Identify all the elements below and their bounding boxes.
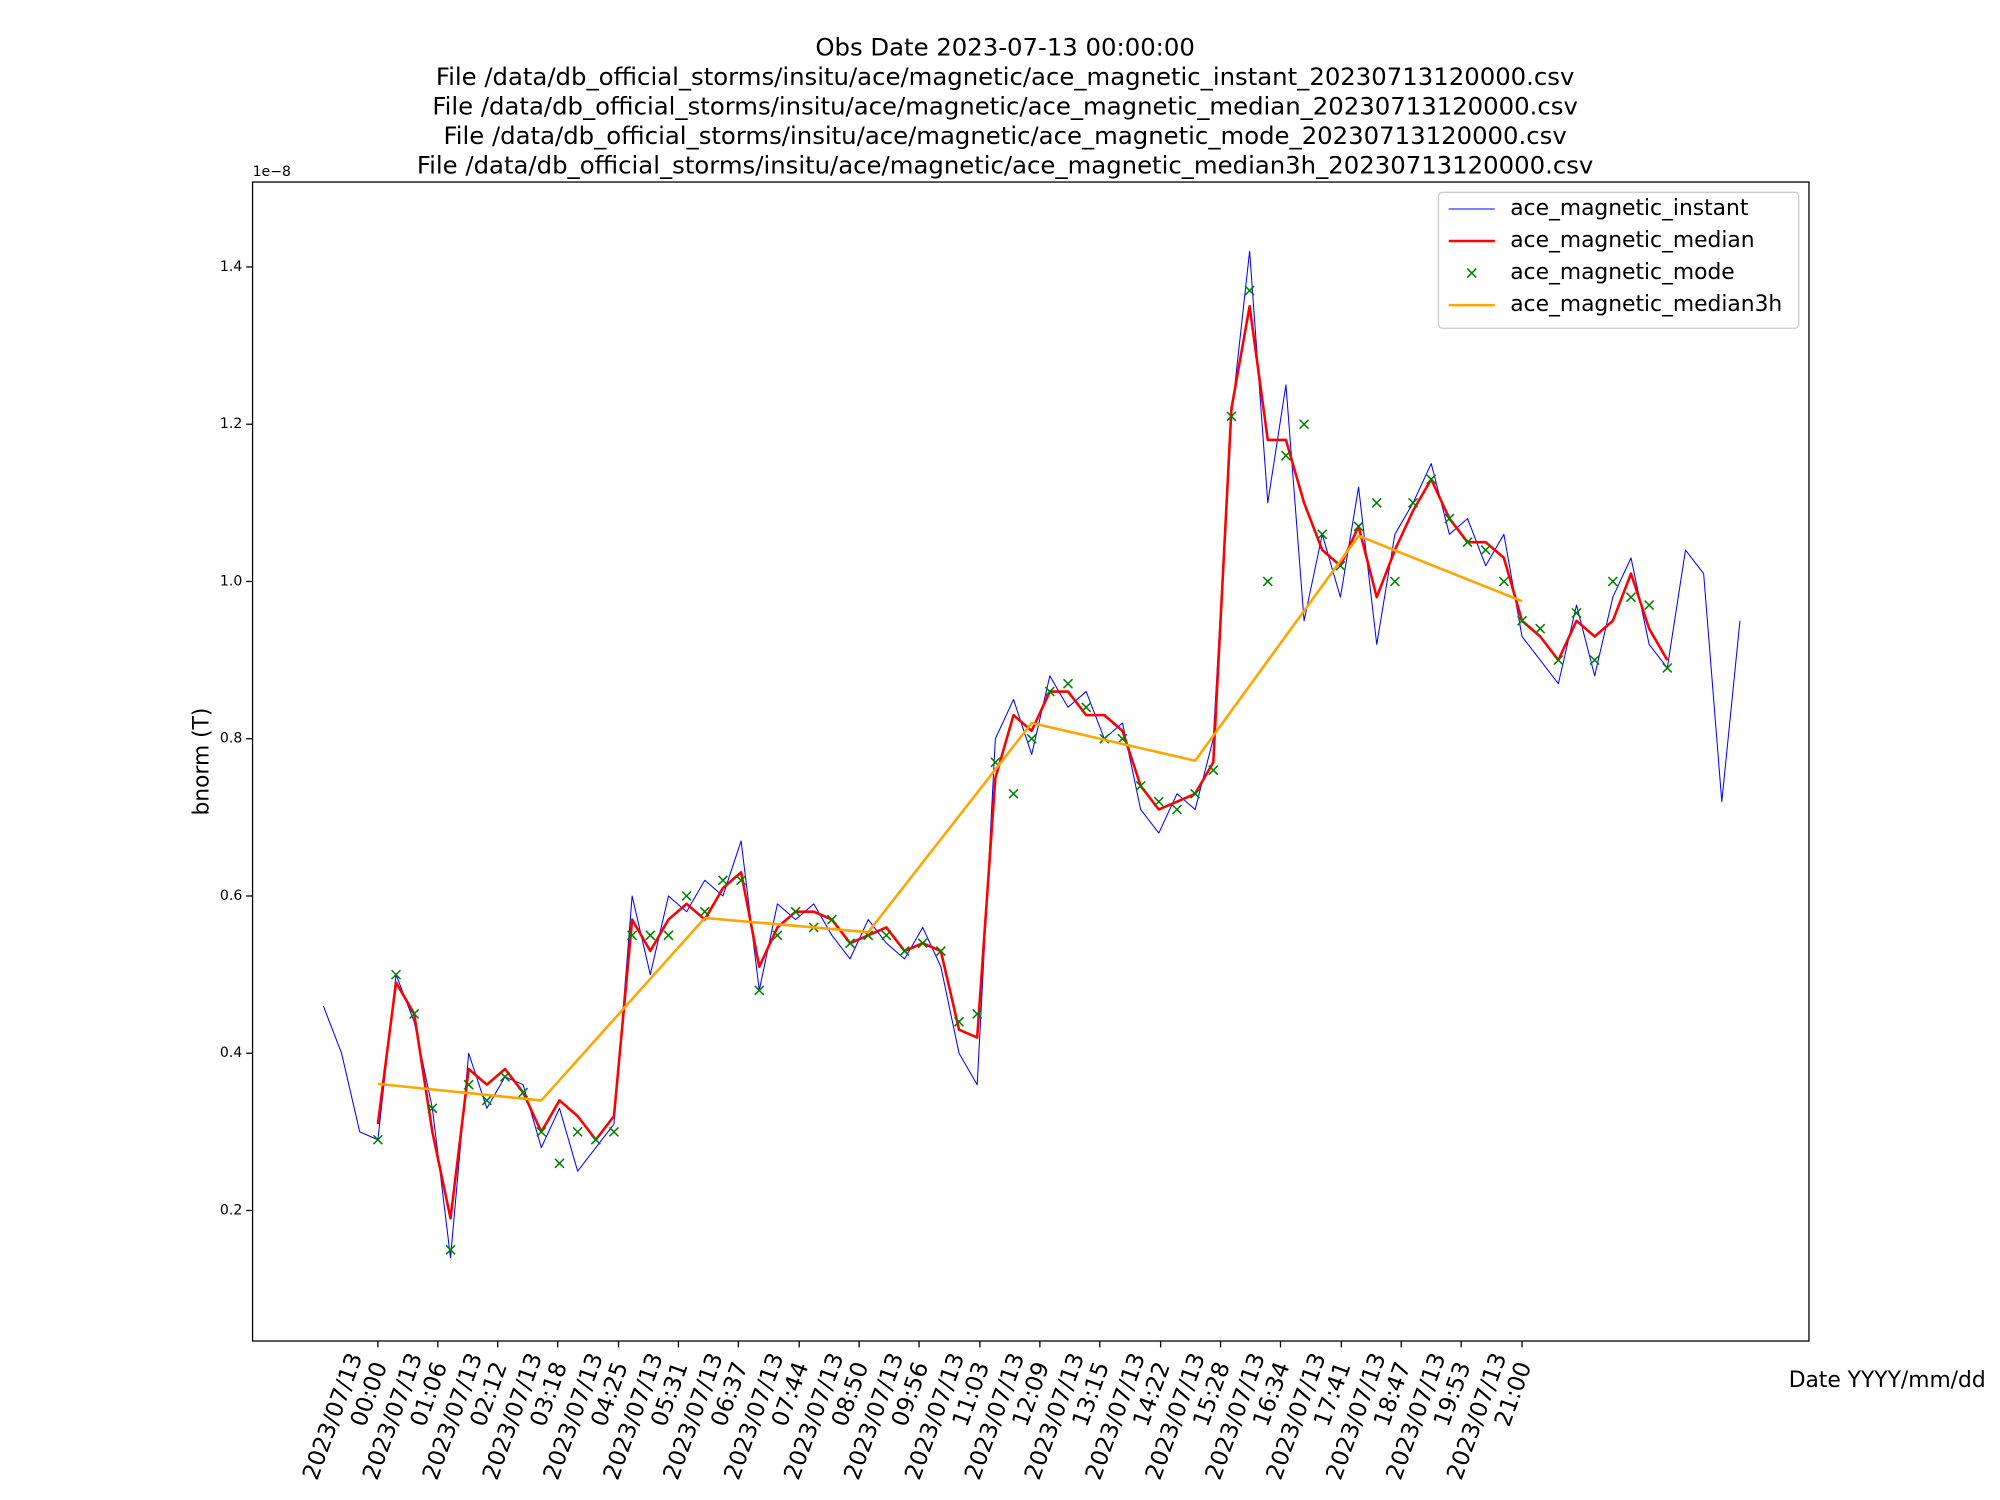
mode-marker	[463, 1079, 474, 1090]
mode-marker	[391, 969, 402, 980]
mode-marker	[1553, 655, 1564, 666]
mode-marker	[1062, 678, 1074, 689]
mode-marker	[590, 1134, 601, 1145]
mode-marker	[1299, 419, 1310, 430]
legend-label: ace_magnetic_instant	[1510, 196, 1749, 221]
mode-marker	[427, 1103, 438, 1114]
mode-marker	[954, 1016, 965, 1027]
mode-marker	[481, 1095, 492, 1106]
series-line	[322, 250, 1741, 1259]
mode-marker	[1280, 450, 1291, 461]
chart-title: Obs Date 2023-07-13 00:00:00	[815, 33, 1195, 62]
mode-marker	[699, 906, 710, 917]
mode-marker	[1171, 804, 1182, 815]
mode-marker	[790, 906, 801, 917]
mode-marker	[1190, 788, 1201, 799]
axes-frame	[251, 181, 1810, 1342]
mode-marker	[1480, 544, 1491, 556]
mode-marker	[554, 1158, 565, 1169]
mode-marker	[1444, 513, 1455, 524]
mode-marker	[1153, 796, 1164, 807]
mode-marker	[717, 875, 728, 886]
legend-label: ace_magnetic_median3h	[1510, 292, 1782, 317]
mode-marker	[1117, 733, 1128, 744]
plot-area	[322, 250, 1741, 1259]
mode-marker	[1516, 615, 1528, 626]
mode-marker	[1044, 686, 1055, 697]
mode-marker	[899, 946, 910, 957]
y-offset-label: 1e−8	[253, 164, 291, 180]
mode-marker	[1462, 537, 1473, 548]
mode-marker	[372, 1134, 383, 1145]
mode-marker	[681, 890, 692, 902]
mode-marker	[1426, 474, 1437, 485]
mode-marker	[1371, 497, 1382, 508]
mode-marker	[826, 914, 837, 925]
mode-marker	[645, 930, 656, 941]
y-tick-label: 0.4	[220, 1045, 242, 1061]
y-tick-label: 0.2	[220, 1203, 242, 1219]
mode-marker	[536, 1126, 547, 1137]
chart-title: File /data/db_official_storms/insitu/ace…	[432, 92, 1577, 121]
mode-marker	[1389, 576, 1400, 587]
mode-marker	[736, 875, 747, 886]
series-line	[377, 534, 1523, 1102]
mode-marker	[1625, 592, 1637, 603]
mode-marker	[1535, 623, 1546, 634]
mode-marker	[917, 938, 928, 949]
mode-marker	[518, 1087, 529, 1098]
mode-marker	[935, 946, 946, 957]
mode-marker	[663, 930, 674, 941]
chart-title: File /data/db_official_storms/insitu/ace…	[417, 151, 1593, 180]
mode-marker	[409, 1008, 420, 1019]
y-tick-label: 0.8	[220, 731, 242, 747]
mode-marker	[845, 938, 856, 949]
mode-marker	[499, 1071, 511, 1082]
mode-marker	[1135, 780, 1146, 791]
y-tick-label: 1.2	[220, 416, 242, 432]
mode-marker	[772, 930, 783, 941]
legend-label: ace_magnetic_mode	[1510, 260, 1734, 285]
chart-title: File /data/db_official_storms/insitu/ace…	[436, 62, 1575, 91]
y-tick-label: 1.0	[220, 573, 242, 589]
mode-marker	[1408, 497, 1419, 508]
mode-marker	[1226, 411, 1237, 422]
y-tick-label: 1.4	[220, 259, 242, 275]
y-tick-label: 0.6	[220, 888, 242, 904]
mode-marker	[572, 1126, 583, 1137]
mode-marker	[972, 1008, 983, 1019]
mode-marker	[1644, 600, 1655, 611]
mode-marker	[754, 985, 765, 996]
legend-label: ace_magnetic_median	[1510, 228, 1754, 253]
legend-swatch	[1466, 268, 1477, 279]
mode-marker	[1208, 765, 1219, 776]
mode-marker	[1589, 655, 1600, 666]
mode-marker	[1081, 702, 1092, 713]
y-axis-label: bnorm (T)	[190, 708, 215, 816]
mode-marker	[445, 1244, 456, 1255]
mode-marker	[1607, 576, 1618, 587]
mode-marker	[627, 930, 638, 941]
mode-marker	[1317, 529, 1328, 540]
mode-marker	[608, 1126, 620, 1137]
mode-marker	[1262, 576, 1273, 587]
chart-title: File /data/db_official_storms/insitu/ace…	[443, 121, 1566, 150]
x-axis-label: Date YYYY/mm/dd	[1789, 1368, 1986, 1393]
mode-marker	[881, 930, 892, 941]
mode-marker	[1026, 733, 1037, 744]
mode-marker	[1571, 607, 1582, 618]
mode-marker	[1353, 521, 1364, 532]
mode-marker	[1498, 576, 1509, 587]
mode-marker	[1662, 662, 1673, 674]
mode-marker	[1008, 788, 1019, 799]
mode-marker	[1335, 560, 1346, 571]
mode-marker	[1244, 285, 1255, 296]
legend-box	[1437, 191, 1800, 329]
